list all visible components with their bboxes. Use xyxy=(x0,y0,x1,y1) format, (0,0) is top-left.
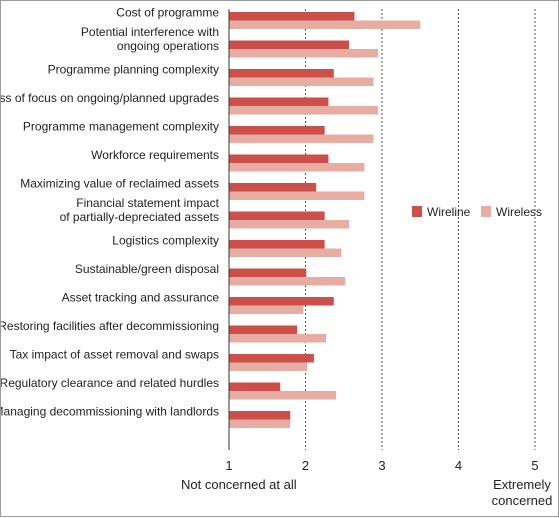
bar-wireless-6 xyxy=(229,191,365,200)
bar-wireless-2 xyxy=(229,77,374,86)
bar-wireless-8 xyxy=(229,248,342,257)
category-label-7: Financial statement impact of partially-d… xyxy=(60,196,220,224)
x-tick-5: 5 xyxy=(531,458,538,473)
category-label-10: Asset tracking and assurance xyxy=(62,291,220,305)
bar-wireline-11 xyxy=(229,325,298,334)
bar-wireline-8 xyxy=(229,240,325,249)
bar-wireline-9 xyxy=(229,268,307,277)
bar-wireline-2 xyxy=(229,69,334,78)
bar-wireless-0 xyxy=(229,20,421,29)
legend: Wireline Wireless xyxy=(412,205,542,219)
bar-wireline-6 xyxy=(229,183,317,192)
legend-swatch-wireline xyxy=(412,206,422,217)
x-tick-3: 3 xyxy=(378,458,385,473)
x-tick-2: 2 xyxy=(302,458,309,473)
category-label-2: Programme planning complexity xyxy=(48,63,219,77)
legend-label-wireline: Wireline xyxy=(427,205,471,219)
bar-wireless-5 xyxy=(229,163,365,172)
bar-wireless-3 xyxy=(229,106,379,115)
bar-wireless-4 xyxy=(229,134,374,143)
x-tick-4: 4 xyxy=(455,458,462,473)
bar-wireless-10 xyxy=(229,305,304,314)
category-label-11: Restoring facilities after decommissioni… xyxy=(1,319,219,333)
category-label-4: Programme management complexity xyxy=(23,120,219,134)
x-tick-labels: 1 2 3 4 5 xyxy=(225,458,538,473)
bar-wireless-12 xyxy=(229,362,308,371)
bar-wireline-14 xyxy=(229,411,291,420)
category-label-6: Maximizing value of reclaimed assets xyxy=(20,177,219,191)
bar-wireline-1 xyxy=(229,40,350,49)
bar-wireline-5 xyxy=(229,154,329,163)
bar-wireless-9 xyxy=(229,277,346,286)
category-label-1: Potential interference with ongoing opera… xyxy=(81,25,219,53)
bar-wireless-11 xyxy=(229,334,327,343)
category-labels: Cost of programme Potential interference … xyxy=(1,6,220,419)
bar-wireline-10 xyxy=(229,297,334,306)
legend-label-wireless: Wireless xyxy=(496,205,542,219)
category-label-3: Loss of focus on ongoing/planned upgrade… xyxy=(1,91,219,105)
bar-wireless-14 xyxy=(229,419,291,428)
scale-low-label: Not concerned at all xyxy=(181,477,297,492)
bar-wireline-7 xyxy=(229,211,325,220)
category-label-9: Sustainable/green disposal xyxy=(75,262,219,276)
category-label-13: Regulatory clearance and related hurdles xyxy=(1,376,219,390)
bar-wireline-4 xyxy=(229,126,325,135)
bar-wireless-1 xyxy=(229,49,379,58)
category-label-8: Logistics complexity xyxy=(112,234,219,248)
bars xyxy=(229,12,421,428)
legend-swatch-wireless xyxy=(481,206,491,217)
category-label-0: Cost of programme xyxy=(116,6,219,20)
scale-high-label: Extremely concerned xyxy=(492,477,553,508)
category-label-14: Managing decommissioning with landlords xyxy=(1,405,219,419)
category-label-5: Workforce requirements xyxy=(91,148,219,162)
bar-wireline-13 xyxy=(229,382,281,391)
bar-wireline-0 xyxy=(229,12,355,21)
x-tick-1: 1 xyxy=(225,458,232,473)
bar-wireline-12 xyxy=(229,354,314,363)
bar-wireline-3 xyxy=(229,97,329,106)
bar-wireless-7 xyxy=(229,220,350,229)
category-label-12: Tax impact of asset removal and swaps xyxy=(10,348,219,362)
gridlines xyxy=(305,9,536,450)
bar-wireless-13 xyxy=(229,391,337,400)
